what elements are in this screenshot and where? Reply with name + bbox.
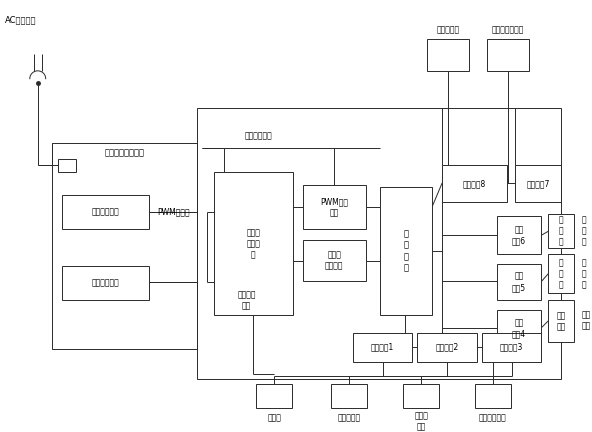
Bar <box>475 384 511 408</box>
Text: 控制
电路6: 控制 电路6 <box>512 225 526 245</box>
Bar <box>52 143 197 349</box>
Text: 光
环
灯: 光 环 灯 <box>581 216 586 247</box>
Bar <box>417 333 477 362</box>
Text: 控制
电路5: 控制 电路5 <box>512 272 526 292</box>
Text: 箱内
照明: 箱内 照明 <box>556 311 566 331</box>
Text: 制冷输入电压: 制冷输入电压 <box>244 131 272 140</box>
Text: 箱内
照明: 箱内 照明 <box>581 311 590 331</box>
Text: 继电器
冷热转
换: 继电器 冷热转 换 <box>246 228 260 259</box>
Bar <box>214 172 293 315</box>
Text: 箱内温度感应器: 箱内温度感应器 <box>491 25 524 34</box>
Text: PWM控制
电路: PWM控制 电路 <box>320 197 348 217</box>
Text: 环境感
应器: 环境感 应器 <box>414 411 428 431</box>
Bar <box>548 300 574 343</box>
Text: 控制电路3: 控制电路3 <box>500 343 523 352</box>
Bar <box>487 39 529 71</box>
Text: 制冷器: 制冷器 <box>267 414 281 422</box>
Text: 控制电路8: 控制电路8 <box>463 179 486 188</box>
Text: PWM数据线: PWM数据线 <box>157 207 190 216</box>
Bar <box>256 384 292 408</box>
Text: 主
控
制
器: 主 控 制 器 <box>403 230 408 272</box>
Bar <box>548 214 574 248</box>
Text: 内循环风扇: 内循环风扇 <box>337 414 361 422</box>
Text: AC电源输入: AC电源输入 <box>5 15 37 24</box>
Bar <box>303 185 366 229</box>
Bar <box>62 195 149 229</box>
Text: 控制电路1: 控制电路1 <box>371 343 394 352</box>
Bar <box>353 333 412 362</box>
Text: 冷翅片感应器: 冷翅片感应器 <box>479 414 507 422</box>
Bar <box>379 187 432 315</box>
Text: 显
示
器: 显 示 器 <box>559 258 564 289</box>
Text: 控制电路7: 控制电路7 <box>526 179 550 188</box>
Bar <box>482 333 542 362</box>
Bar <box>427 39 469 71</box>
Bar <box>497 216 542 254</box>
Text: 光
环
灯: 光 环 灯 <box>559 216 564 247</box>
Bar <box>197 108 561 379</box>
Bar <box>497 310 542 346</box>
Text: 制冷控制电路: 制冷控制电路 <box>91 207 119 216</box>
Bar <box>403 384 439 408</box>
Bar <box>57 159 76 172</box>
Text: 制冷输出
电压: 制冷输出 电压 <box>237 290 256 310</box>
Bar <box>303 240 366 281</box>
Bar <box>514 165 561 202</box>
Bar <box>331 384 366 408</box>
Bar <box>62 266 149 300</box>
Text: 继电器
控制电路: 继电器 控制电路 <box>325 251 343 271</box>
Text: 控制
电路4: 控制 电路4 <box>512 318 526 338</box>
Bar <box>442 165 507 202</box>
Text: 制冷输出电压: 制冷输出电压 <box>91 278 119 287</box>
Text: 显
示
器: 显 示 器 <box>581 258 586 289</box>
Text: 开关电源控制电路: 开关电源控制电路 <box>104 148 144 157</box>
Text: 湿度感应器: 湿度感应器 <box>436 25 459 34</box>
Text: 控制电路2: 控制电路2 <box>436 343 459 352</box>
Bar <box>497 264 542 300</box>
Bar <box>548 254 574 293</box>
